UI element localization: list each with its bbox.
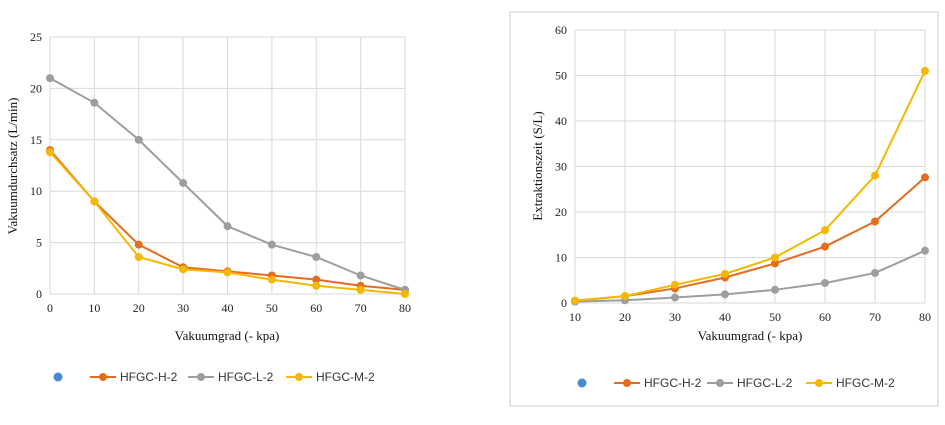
chart1-ytick-label: 15 [30, 133, 42, 147]
chart1-legend-swatch [197, 373, 205, 381]
chart1-ytick-label: 20 [30, 81, 42, 95]
chart2-data-point [721, 269, 729, 278]
chart2-ytick-label: 10 [555, 251, 567, 265]
chart2-series-line-HFGC-H-2 [574, 176, 926, 302]
chart2-legend-label: HFGC-M-2 [836, 376, 895, 390]
chart2-xtick-label: 50 [769, 310, 781, 324]
chart1-xtick-label: 30 [177, 301, 189, 315]
chart2-data-point [621, 292, 629, 301]
chart1-xtick-label: 50 [266, 301, 278, 315]
chart2-xtick-label: 40 [719, 310, 731, 324]
chart1-y-axis-title: Vakuumdurchsatz (L/min) [5, 98, 20, 235]
chart1-data-point [179, 178, 188, 187]
chart2-ytick-label: 30 [555, 160, 567, 174]
chart2-data-point [671, 293, 679, 302]
chart2-xtick-label: 30 [669, 310, 681, 324]
chart2-data-point [821, 226, 829, 235]
chart2-data-point [821, 278, 829, 287]
chart1-legend-label: HFGC-L-2 [218, 370, 274, 384]
right-chart-border [509, 11, 939, 407]
chart1-legend-label: HFGC-H-2 [120, 370, 178, 384]
chart1-data-point [134, 252, 143, 261]
chart2-ytick-label: 40 [555, 114, 567, 128]
chart1-xtick-label: 20 [133, 301, 145, 315]
chart2-data-point [771, 259, 779, 268]
chart2-ytick-label: 60 [555, 23, 567, 37]
chart2-data-point [771, 253, 779, 262]
chart2-data-point [771, 285, 779, 294]
chart2-ytick-label: 0 [561, 296, 567, 310]
chart1-data-point [401, 290, 409, 298]
chart1-ytick-label: 0 [36, 287, 42, 301]
chart1-xtick-label: 80 [399, 301, 411, 315]
chart2-xtick-label: 20 [619, 310, 631, 324]
chart1-data-point [267, 275, 276, 284]
chart1-data-point [267, 240, 276, 249]
chart1-legend-swatch [295, 373, 303, 381]
chart1-legend-label: HFGC-M-2 [316, 370, 375, 384]
chart1-xtick-label: 60 [310, 301, 322, 315]
chart2-legend-swatch [623, 379, 631, 387]
chart2-data-point [921, 66, 929, 75]
chart2-data-point [871, 171, 879, 180]
chart2-xtick-label: 60 [819, 310, 831, 324]
chart1-ytick-label: 25 [30, 30, 42, 44]
chart1-data-point [179, 265, 188, 274]
chart1-data-point [312, 281, 321, 290]
chart2-legend-swatch [815, 379, 823, 387]
chart2-y-axis-title: Extraktionszeit (S/L) [530, 111, 545, 220]
chart2-data-point [921, 246, 929, 255]
chart1-data-point [356, 285, 365, 294]
chart2-x-axis-title: Vakuumgrad (- kpa) [698, 328, 803, 343]
chart1-xtick-label: 10 [88, 301, 100, 315]
chart1-ytick-label: 10 [30, 184, 42, 198]
chart1-x-axis-title: Vakuumgrad (- kpa) [175, 328, 280, 343]
chart1-data-point [90, 197, 99, 206]
chart1-data-point [90, 98, 99, 107]
chart1-data-point [134, 135, 143, 144]
chart1-ytick-label: 5 [36, 236, 42, 250]
chart2-ytick-label: 20 [555, 205, 567, 219]
chart2-ytick-label: 50 [555, 69, 567, 83]
chart1-legend-marker [53, 372, 63, 382]
chart2-series-line-HFGC-L-2 [574, 249, 926, 303]
chart2-data-point [921, 173, 929, 182]
chart2-legend-swatch [716, 379, 724, 387]
chart1-data-point [46, 74, 54, 83]
chart2-series-line-HFGC-M-2 [574, 70, 926, 302]
chart2-legend-marker [577, 378, 587, 388]
chart1-data-point [134, 240, 143, 249]
chart2-data-point [721, 290, 729, 299]
chart1-xtick-label: 40 [222, 301, 234, 315]
chart1-data-point [312, 252, 321, 261]
chart2-xtick-label: 10 [569, 310, 581, 324]
chart2-data-point [821, 242, 829, 251]
chart1-legend-swatch [99, 373, 107, 381]
chart2-data-point [871, 217, 879, 226]
chart2-data-point [871, 268, 879, 277]
chart1-xtick-label: 70 [355, 301, 367, 315]
chart2-xtick-label: 70 [869, 310, 881, 324]
chart1-data-point [223, 222, 232, 231]
chart2-data-point [571, 296, 579, 305]
chart1-xtick-label: 0 [47, 301, 53, 315]
chart2-legend-label: HFGC-L-2 [737, 376, 793, 390]
chart1-data-point [356, 271, 365, 280]
chart2-xtick-label: 80 [919, 310, 931, 324]
chart2-legend-label: HFGC-H-2 [644, 376, 702, 390]
chart1-data-point [46, 148, 54, 157]
chart1-data-point [312, 275, 321, 284]
chart1-data-point [223, 268, 232, 277]
chart2-data-point [671, 280, 679, 289]
